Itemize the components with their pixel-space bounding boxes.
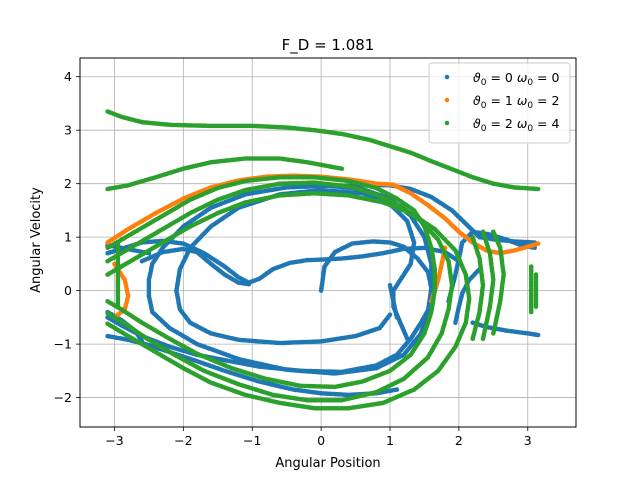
plot-frame xyxy=(79,57,577,428)
data-point xyxy=(404,336,410,342)
x-tick-label: 2 xyxy=(455,433,463,448)
x-tick-label: −3 xyxy=(105,433,123,448)
legend-text-part: ϑ xyxy=(473,93,481,108)
legend-text-part: 0 xyxy=(481,124,487,134)
y-tick-label: 3 xyxy=(64,123,72,138)
data-point xyxy=(394,387,400,392)
data-point xyxy=(105,299,110,304)
x-tick-label: −2 xyxy=(174,433,192,448)
legend-text-part: 0 xyxy=(527,78,533,88)
legend-text-part: 0 xyxy=(481,78,487,88)
data-point xyxy=(339,166,345,171)
data-point xyxy=(105,321,110,327)
data-point xyxy=(480,229,486,235)
data-point xyxy=(394,315,400,320)
data-points xyxy=(105,109,541,411)
legend: ϑ0 = 0 ω0 = 0ϑ0 = 1 ω0 = 2ϑ0 = 2 ω0 = 4 xyxy=(428,62,571,144)
legend-marker xyxy=(444,120,450,126)
legend-marker xyxy=(444,97,450,103)
legend-text-part: ϑ xyxy=(473,70,481,85)
legend-entry-2: ϑ0 = 2 ω0 = 4 xyxy=(473,116,559,134)
legend-text-part: = 4 xyxy=(533,116,559,131)
legend-text-part: ω xyxy=(517,93,527,108)
y-tick-label: −2 xyxy=(54,390,72,405)
y-tick-label: −1 xyxy=(54,337,72,352)
data-point xyxy=(146,293,152,299)
series-2-points xyxy=(105,109,541,411)
legend-text-part: ω xyxy=(517,116,527,131)
data-point xyxy=(246,281,252,287)
legend-text-part: = 0 xyxy=(533,70,559,85)
legend-text-part: ϑ xyxy=(473,116,481,131)
x-axis-ticks: −3 −2 −1 0 1 2 3 xyxy=(105,427,532,448)
data-point xyxy=(387,312,393,318)
legend-text-part: 0 xyxy=(481,101,487,111)
y-tick-label: 2 xyxy=(64,176,72,191)
data-point xyxy=(535,186,541,192)
legend-text-part: ω xyxy=(517,70,527,85)
legend-entry-0: ϑ0 = 0 ω0 = 0 xyxy=(473,70,559,88)
legend-text-part: = 0 xyxy=(486,70,516,85)
x-tick-label: 0 xyxy=(317,433,325,448)
data-point xyxy=(535,241,541,246)
legend-text-part: 0 xyxy=(527,124,533,134)
x-tick-label: 3 xyxy=(524,433,532,448)
y-tick-label: 1 xyxy=(64,230,72,245)
legend-text-part: = 1 xyxy=(486,93,516,108)
data-point xyxy=(491,229,496,235)
x-tick-label: 1 xyxy=(386,433,394,448)
y-tick-label: 0 xyxy=(64,283,72,298)
series-0-points xyxy=(105,182,541,398)
data-point xyxy=(528,264,534,269)
x-axis-label: Angular Position xyxy=(275,456,380,471)
legend-text-part: = 2 xyxy=(533,93,559,108)
y-axis-ticks: −2 −1 0 1 2 3 4 xyxy=(54,69,80,405)
chart-title: F_D = 1.081 xyxy=(282,36,375,55)
data-point xyxy=(105,310,110,316)
y-axis-label: Angular Velocity xyxy=(29,187,44,293)
legend-text-part: = 2 xyxy=(486,116,516,131)
legend-entry-1: ϑ0 = 1 ω0 = 2 xyxy=(473,93,559,111)
x-tick-label: −1 xyxy=(243,433,261,448)
data-point xyxy=(535,332,541,338)
data-point xyxy=(533,272,539,277)
y-tick-label: 4 xyxy=(64,69,72,84)
legend-box xyxy=(428,62,571,144)
data-point xyxy=(470,234,476,240)
data-point xyxy=(115,304,121,310)
legend-marker xyxy=(444,74,450,80)
legend-text-part: 0 xyxy=(527,101,533,111)
